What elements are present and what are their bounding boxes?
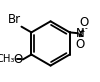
- Text: -: -: [85, 24, 87, 33]
- Text: +: +: [78, 27, 85, 36]
- Text: O: O: [76, 38, 85, 51]
- Text: Br: Br: [8, 13, 21, 26]
- Text: O: O: [13, 53, 22, 66]
- Text: O: O: [80, 16, 89, 29]
- Text: CH₃: CH₃: [0, 54, 15, 64]
- Text: N: N: [75, 27, 84, 40]
